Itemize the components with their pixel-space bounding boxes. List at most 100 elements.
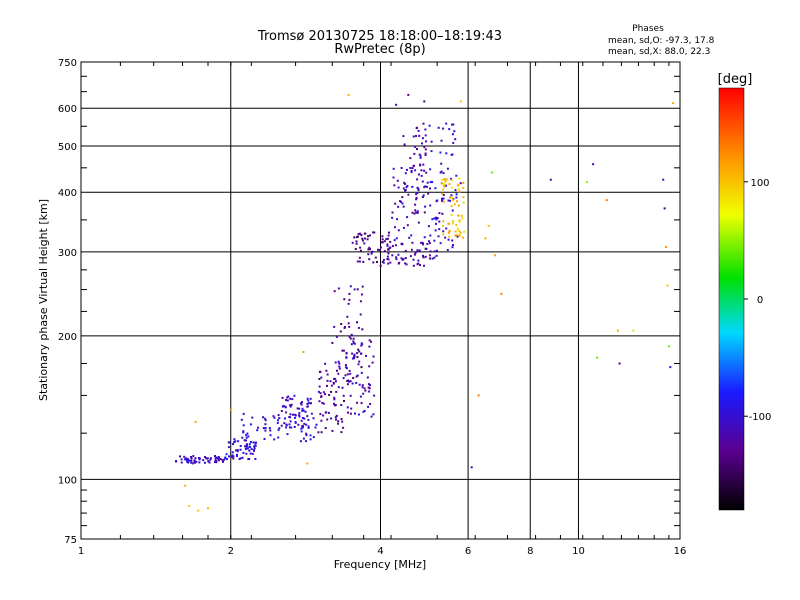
data-point [438,228,441,231]
data-point [356,260,359,263]
data-point [326,384,328,387]
data-point [358,360,361,363]
data-point [302,437,305,440]
data-point [232,457,235,460]
data-point [301,426,304,429]
data-point [226,458,228,461]
data-point [283,405,286,408]
data-point [417,129,420,132]
data-point [405,263,408,266]
data-point [337,386,340,389]
data-point [549,178,552,181]
data-point [232,443,235,445]
data-point [359,395,362,398]
data-point [391,254,394,257]
data-point [356,352,358,355]
data-point [333,377,336,380]
data-point [245,436,248,439]
data-point [288,423,291,426]
data-point [420,169,423,172]
data-point [387,252,390,255]
data-point [238,458,241,460]
data-point [462,181,465,184]
data-point [242,430,245,433]
data-point [418,249,421,252]
data-point [411,211,414,214]
data-point [185,457,188,460]
data-point [458,229,460,232]
data-point [228,455,230,458]
data-point [443,184,445,187]
data-point [385,238,388,241]
data-point [188,504,191,507]
data-point [214,460,217,463]
data-point [460,214,463,217]
data-point [410,171,413,174]
data-point [452,123,455,126]
data-point [406,216,409,219]
data-point [374,256,377,259]
data-point [359,246,362,249]
data-point [360,371,363,374]
data-point [318,385,321,388]
data-point [284,417,286,420]
data-point [217,459,220,462]
data-point [445,184,447,187]
data-point [175,460,177,463]
data-point [354,412,356,415]
data-point [190,459,193,462]
data-point [407,93,410,96]
data-point [402,187,405,190]
data-point [450,177,453,180]
data-point [305,434,308,437]
data-point [456,227,459,230]
data-point [401,258,404,261]
data-point [451,153,454,156]
data-point [441,182,444,185]
grid [81,62,680,539]
data-point [300,427,303,430]
data-point [277,414,280,417]
data-point [360,366,363,369]
data-point [319,413,322,416]
data-point [280,424,283,427]
data-point [389,240,392,243]
data-point [228,441,231,444]
data-point [330,384,333,387]
x-tick-label: 10 [572,546,585,557]
data-point [410,169,413,172]
data-point [353,353,356,356]
data-point [293,394,296,397]
data-point [363,387,366,390]
data-point [326,418,329,421]
data-point [193,460,196,463]
data-point [232,455,235,458]
data-point [183,455,186,458]
data-point [351,352,354,355]
data-point [409,255,412,258]
y-tick-label: 750 [58,58,77,69]
data-point [269,429,272,432]
data-point [437,126,440,129]
data-point [338,362,341,365]
data-point [361,285,364,288]
data-point [425,140,427,143]
data-point [333,396,336,399]
colorbar-label: [deg] [718,72,753,87]
data-point [418,153,421,156]
data-point [429,234,432,237]
colorbar-ticks: 100 0 -100 [744,178,771,423]
data-point [416,186,419,189]
data-point [368,365,371,368]
data-point [286,433,289,436]
data-point [290,426,293,429]
data-point [585,181,588,184]
data-point [348,325,351,328]
data-point [459,100,462,103]
data-point [272,415,275,418]
data-point [342,377,345,380]
data-point [437,235,440,238]
data-point [244,448,247,450]
phase-box-line-x: mean, sd,X: 88.0, 22.3 [608,47,710,57]
data-point [455,174,458,177]
